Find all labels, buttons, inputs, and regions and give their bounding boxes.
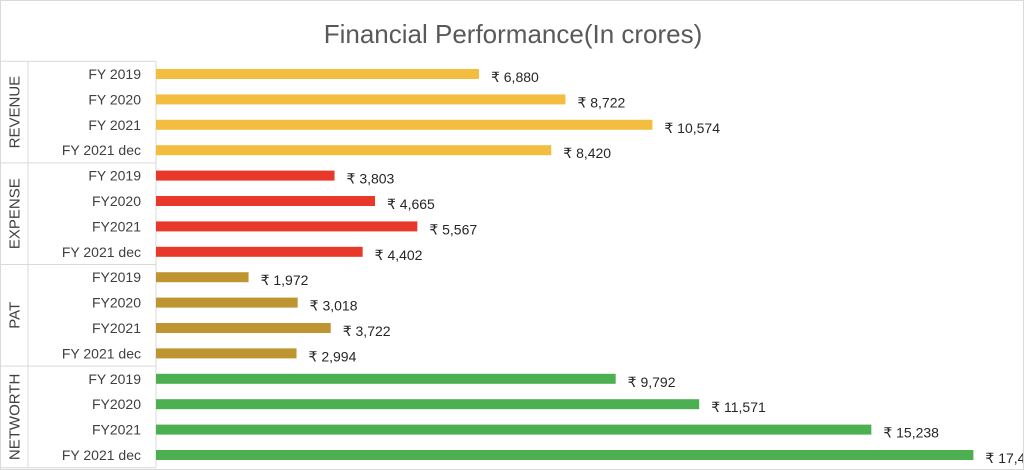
data-label: ₹ 3,803 <box>347 171 395 187</box>
data-label: ₹ 3,018 <box>310 298 358 314</box>
data-label: ₹ 10,574 <box>664 120 720 136</box>
bar <box>156 221 418 232</box>
data-label: ₹ 3,722 <box>343 323 391 339</box>
group-label-pat: PAT <box>7 302 24 329</box>
bar <box>156 170 335 181</box>
bar <box>156 424 872 435</box>
category-label: FY 2019 <box>88 66 141 82</box>
category-label: FY2020 <box>92 193 141 209</box>
category-label: FY2021 <box>92 320 141 336</box>
data-label: ₹ 11,571 <box>711 399 766 415</box>
bar <box>156 399 700 410</box>
category-label: FY 2021 dec <box>62 447 141 463</box>
category-label: FY 2020 <box>88 91 141 107</box>
category-label: FY 2019 <box>88 371 141 387</box>
bar <box>156 69 479 79</box>
category-label: FY 2021 dec <box>62 142 141 158</box>
bar <box>156 450 974 460</box>
category-label: FY2019 <box>92 269 141 285</box>
data-label: ₹ 2,994 <box>309 348 357 364</box>
bar <box>156 94 566 105</box>
bar <box>156 373 616 384</box>
category-label: FY2020 <box>92 396 141 412</box>
data-label: ₹ 17,412 <box>985 450 1023 466</box>
data-label: ₹ 9,792 <box>628 374 676 390</box>
bar <box>156 145 552 156</box>
category-label: FY2021 <box>92 218 141 234</box>
category-label: FY 2021 <box>88 117 141 133</box>
chart-title: Financial Performance(In crores) <box>323 19 703 49</box>
data-label: ₹ 5,567 <box>429 221 477 237</box>
category-label: FY 2019 <box>88 168 141 184</box>
data-label: ₹ 4,665 <box>387 196 435 212</box>
data-label: ₹ 15,238 <box>883 425 939 441</box>
group-label-networth: NETWORTH <box>7 374 24 460</box>
bar <box>156 297 298 308</box>
bar <box>156 348 297 359</box>
bar <box>156 272 249 283</box>
category-label: FY 2021 dec <box>62 345 141 361</box>
category-label: FY2020 <box>92 295 141 311</box>
bar <box>156 246 363 257</box>
data-label: ₹ 6,880 <box>491 69 539 85</box>
data-label: ₹ 8,420 <box>563 145 611 161</box>
bar <box>156 119 653 130</box>
bar <box>156 323 331 333</box>
group-label-revenue: REVENUE <box>7 76 24 149</box>
data-label: ₹ 8,722 <box>577 94 625 110</box>
bar <box>156 196 375 206</box>
data-label: ₹ 4,402 <box>375 247 423 263</box>
data-label: ₹ 1,972 <box>261 272 309 288</box>
group-label-expense: EXPENSE <box>7 178 24 249</box>
category-label: FY2021 <box>92 422 141 438</box>
category-label: FY 2021 dec <box>62 244 141 260</box>
